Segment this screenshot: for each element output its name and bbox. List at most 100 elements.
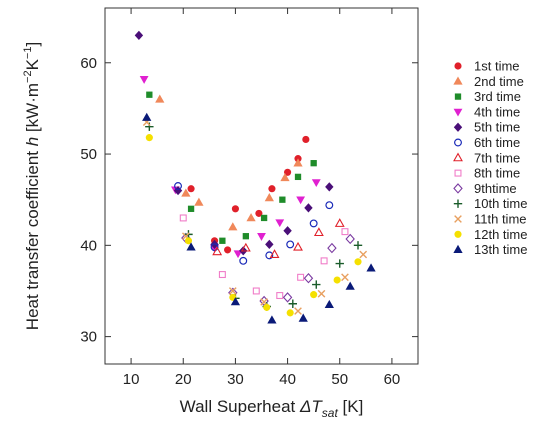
legend-marker <box>454 93 462 100</box>
data-point <box>320 257 328 265</box>
data-point <box>286 309 294 317</box>
plot-frame <box>104 7 419 365</box>
series-7 <box>212 218 345 258</box>
data-point <box>155 94 165 103</box>
legend-label: 4th time <box>474 104 520 119</box>
legend-item: 3rd time <box>454 89 521 104</box>
data-point <box>297 273 305 281</box>
data-point <box>335 259 344 268</box>
data-point <box>294 173 302 181</box>
legend-item: 12th time <box>454 227 527 242</box>
legend-item: 10th time <box>453 196 527 211</box>
data-point <box>267 315 277 324</box>
legend-marker <box>453 76 463 85</box>
legend-item: 9thtime <box>453 181 517 196</box>
data-point <box>294 307 302 315</box>
series-12 <box>145 134 362 317</box>
legend-marker <box>453 199 463 208</box>
legend-item: 11th time <box>454 212 527 227</box>
series-5 <box>134 30 334 256</box>
y-tick-label: 60 <box>80 55 97 72</box>
data-point <box>309 219 318 228</box>
y-tick-label: 50 <box>80 146 97 163</box>
legend-marker <box>453 183 463 194</box>
legend-item: 4th time <box>453 104 520 119</box>
series-2 <box>155 94 303 231</box>
legend-item: 13th time <box>453 242 527 257</box>
legend-label: 1st time <box>474 59 520 74</box>
legend-label: 11th time <box>474 212 527 227</box>
legend-marker <box>454 169 462 177</box>
legend-label: 7th time <box>474 150 520 165</box>
data-point <box>296 196 306 205</box>
legend-label: 6th time <box>474 135 520 150</box>
legend-marker <box>454 215 462 223</box>
data-point <box>353 241 363 250</box>
data-point <box>268 185 276 193</box>
legend-marker <box>454 138 462 147</box>
data-point <box>345 233 355 245</box>
data-point <box>257 233 266 241</box>
data-point <box>265 251 274 260</box>
data-point <box>288 299 297 308</box>
x-tick-label: 30 <box>227 371 244 388</box>
data-point <box>252 287 260 295</box>
data-point <box>302 135 310 144</box>
data-point <box>228 222 238 231</box>
legend-label: 12th time <box>474 227 527 242</box>
series-10 <box>145 122 363 311</box>
legend-marker <box>454 62 462 70</box>
series-11 <box>142 118 368 315</box>
data-point <box>327 242 337 254</box>
series-6 <box>174 182 334 265</box>
data-point <box>230 297 241 306</box>
data-point <box>282 292 293 303</box>
legend-label: 5th time <box>474 120 520 135</box>
legend-label: 13th time <box>474 242 527 257</box>
data-point <box>239 256 248 265</box>
legend-label: 3rd time <box>474 89 521 104</box>
data-point <box>317 289 326 298</box>
legend-marker <box>453 122 463 132</box>
data-point <box>310 291 318 299</box>
data-point <box>212 246 223 256</box>
data-point <box>293 158 303 167</box>
legend-label: 2nd time <box>474 74 524 89</box>
data-point <box>334 218 345 227</box>
data-point <box>279 196 286 203</box>
data-point <box>284 168 292 176</box>
data-point <box>134 30 144 41</box>
data-point <box>265 239 274 250</box>
legend-item: 7th time <box>453 150 520 165</box>
x-tick-label: 10 <box>123 371 140 388</box>
legend-item: 2nd time <box>453 74 524 89</box>
data-point <box>275 219 285 228</box>
series-3 <box>146 91 317 244</box>
data-point <box>359 250 368 259</box>
data-point <box>184 237 193 245</box>
x-axis-label: Wall Superheat ΔTsat [K] <box>180 397 364 420</box>
legend-marker <box>453 244 463 253</box>
data-point <box>231 205 239 213</box>
data-point <box>186 242 196 251</box>
x-tick-label: 50 <box>331 371 348 388</box>
data-point <box>219 237 226 244</box>
data-point <box>304 203 313 213</box>
data-point <box>313 227 324 237</box>
legend-item: 6th time <box>454 135 520 150</box>
data-point <box>187 205 195 212</box>
data-point <box>325 201 334 210</box>
data-point <box>276 292 284 300</box>
data-point <box>280 172 290 182</box>
y-tick-label: 40 <box>80 237 97 254</box>
data-point <box>312 280 321 289</box>
data-point <box>311 179 321 187</box>
data-point <box>142 112 152 121</box>
legend-marker <box>454 230 462 238</box>
data-point <box>293 241 303 251</box>
data-point <box>246 213 256 222</box>
legend-item: 8th time <box>454 166 520 181</box>
data-point <box>179 214 187 222</box>
data-point <box>345 281 355 290</box>
